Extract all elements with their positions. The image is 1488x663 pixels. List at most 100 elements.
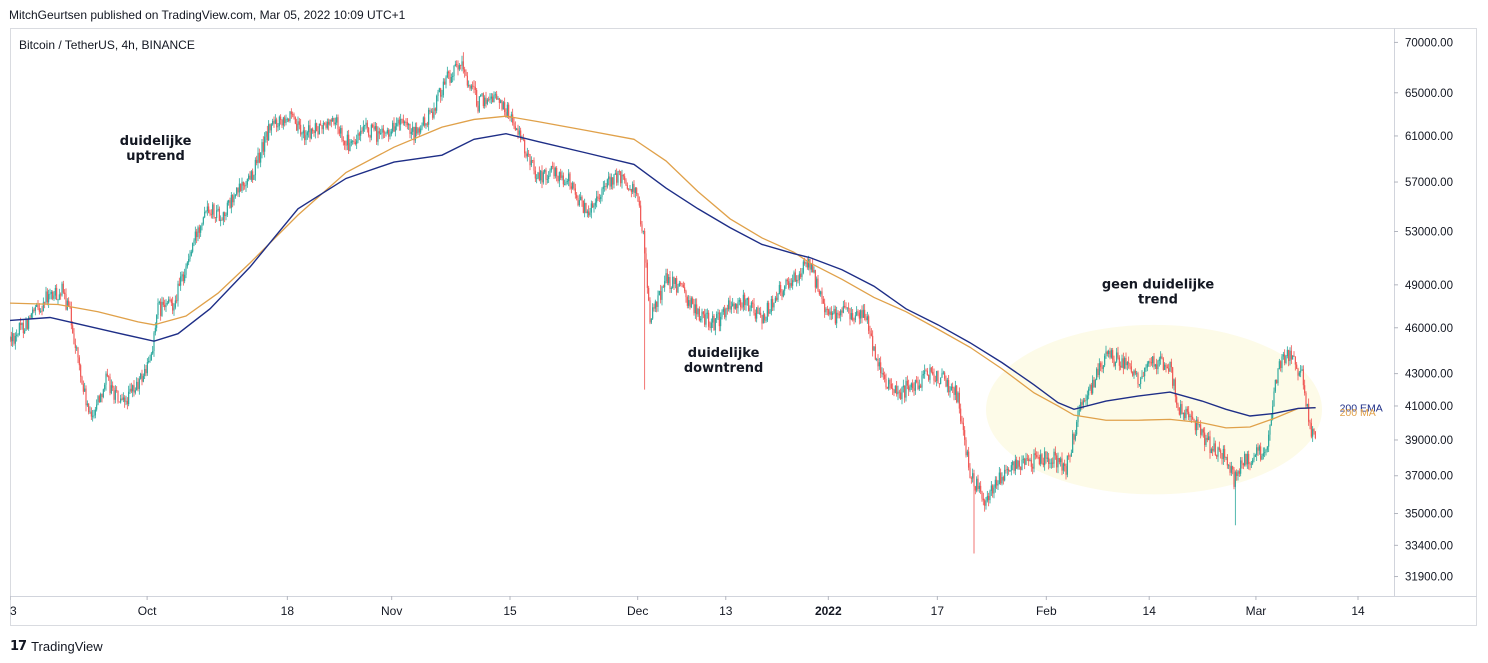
candle-body bbox=[698, 308, 700, 321]
candle-body bbox=[1101, 367, 1103, 369]
candle-body bbox=[289, 111, 291, 122]
candle-body bbox=[890, 383, 892, 389]
candle-body bbox=[449, 73, 451, 83]
candle-body bbox=[1282, 354, 1284, 357]
candle-body bbox=[1193, 419, 1195, 421]
candle-body bbox=[454, 64, 456, 67]
candle-body bbox=[1094, 379, 1096, 388]
candle-body bbox=[1269, 424, 1271, 435]
candle-body bbox=[308, 125, 310, 133]
candle-body bbox=[425, 123, 427, 126]
candle-body bbox=[304, 130, 306, 141]
candle-body bbox=[772, 299, 774, 308]
candle-body bbox=[725, 308, 727, 318]
candle-body bbox=[1298, 372, 1300, 376]
candle-body bbox=[248, 175, 250, 179]
candle-body bbox=[1208, 436, 1210, 440]
candle-body bbox=[612, 177, 614, 185]
candle-body bbox=[929, 367, 931, 380]
candle-body bbox=[1232, 466, 1234, 470]
candle-body bbox=[328, 121, 330, 125]
candle-body bbox=[1129, 363, 1131, 367]
candle-body bbox=[102, 389, 104, 397]
candle-body bbox=[753, 303, 755, 313]
candle-body bbox=[474, 87, 476, 90]
candle-body bbox=[641, 224, 643, 232]
candle-body bbox=[352, 140, 354, 142]
candle-body bbox=[570, 186, 572, 189]
candle-body bbox=[994, 479, 996, 488]
candle-body bbox=[161, 301, 163, 316]
candle-body bbox=[1001, 477, 1003, 484]
candle-body bbox=[228, 200, 230, 203]
candle-body bbox=[281, 119, 283, 126]
candle-body bbox=[868, 316, 870, 331]
candle-body bbox=[1308, 403, 1310, 422]
candle-body bbox=[881, 372, 883, 374]
candle-body bbox=[1086, 395, 1088, 401]
candle-body bbox=[754, 312, 756, 319]
candle-body bbox=[108, 376, 110, 378]
candle-body bbox=[452, 76, 454, 77]
candle-body bbox=[636, 188, 638, 195]
candle-body bbox=[714, 318, 716, 331]
ema200-line bbox=[10, 133, 1316, 417]
candle-body bbox=[422, 117, 424, 126]
candle-body bbox=[1034, 453, 1036, 456]
candle-body bbox=[897, 391, 899, 395]
candle-body bbox=[494, 94, 496, 96]
candle-body bbox=[806, 262, 808, 268]
candle-body bbox=[406, 121, 408, 126]
candle-body bbox=[542, 172, 544, 183]
candle-body bbox=[276, 119, 278, 128]
candle-body bbox=[697, 308, 699, 315]
candle-body bbox=[178, 283, 180, 286]
candle-body bbox=[1188, 411, 1190, 418]
candle-body bbox=[1216, 455, 1218, 457]
candle-body bbox=[856, 311, 858, 316]
candle-body bbox=[1312, 429, 1314, 437]
candle-body bbox=[368, 127, 370, 136]
candle-body bbox=[317, 131, 319, 135]
candle-body bbox=[250, 171, 252, 180]
candle-body bbox=[421, 125, 423, 129]
candle-body bbox=[849, 308, 851, 320]
candle-body bbox=[684, 287, 686, 292]
candle-body bbox=[737, 301, 739, 309]
candle-body bbox=[1009, 470, 1011, 472]
candle-body bbox=[80, 365, 82, 377]
candle-body bbox=[222, 212, 224, 221]
candle-body bbox=[878, 362, 880, 367]
candle-body bbox=[96, 404, 98, 410]
candle-body bbox=[57, 299, 59, 301]
candle-body bbox=[546, 178, 548, 180]
candle-body bbox=[1082, 400, 1084, 405]
candle-body bbox=[357, 133, 359, 141]
candle-body bbox=[985, 500, 987, 506]
candle-body bbox=[1141, 376, 1143, 379]
candle-body bbox=[553, 166, 555, 177]
candle-body bbox=[109, 376, 111, 394]
candle-body bbox=[1233, 469, 1235, 487]
time-tick-label: 13 bbox=[719, 604, 733, 618]
tradingview-brand: TradingView bbox=[31, 638, 103, 654]
candle-body bbox=[722, 308, 724, 312]
footer-branding[interactable]: 17 TradingView bbox=[10, 636, 103, 656]
candle-body bbox=[1025, 458, 1027, 465]
candle-body bbox=[1177, 404, 1179, 408]
candle-body bbox=[764, 314, 766, 321]
candle-body bbox=[578, 200, 580, 206]
candle-body bbox=[692, 298, 694, 304]
candle-body bbox=[1029, 459, 1031, 461]
candle-body bbox=[945, 378, 947, 387]
candle-body bbox=[49, 293, 51, 295]
candle-body bbox=[168, 299, 170, 303]
candle-body bbox=[374, 126, 376, 130]
candle-body bbox=[717, 312, 719, 315]
candle-body bbox=[77, 347, 79, 358]
candle-body bbox=[1004, 469, 1006, 481]
candle-body bbox=[877, 359, 879, 367]
candle-body bbox=[706, 312, 708, 314]
candle-body bbox=[944, 372, 946, 379]
